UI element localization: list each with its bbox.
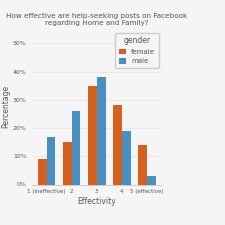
- Bar: [147, 176, 156, 184]
- Bar: [63, 142, 72, 184]
- X-axis label: Effectivity: Effectivity: [77, 197, 116, 206]
- Bar: [97, 77, 106, 184]
- Bar: [38, 159, 47, 184]
- Y-axis label: Percentage: Percentage: [1, 85, 10, 128]
- Title: How effective are help-seeking posts on Facebook
regarding Home and Family?: How effective are help-seeking posts on …: [6, 13, 187, 26]
- Bar: [113, 106, 122, 184]
- Bar: [122, 131, 131, 184]
- Bar: [138, 145, 147, 184]
- Bar: [72, 111, 81, 184]
- Bar: [88, 86, 97, 184]
- Legend: female, male: female, male: [115, 33, 159, 68]
- Bar: [47, 137, 55, 184]
